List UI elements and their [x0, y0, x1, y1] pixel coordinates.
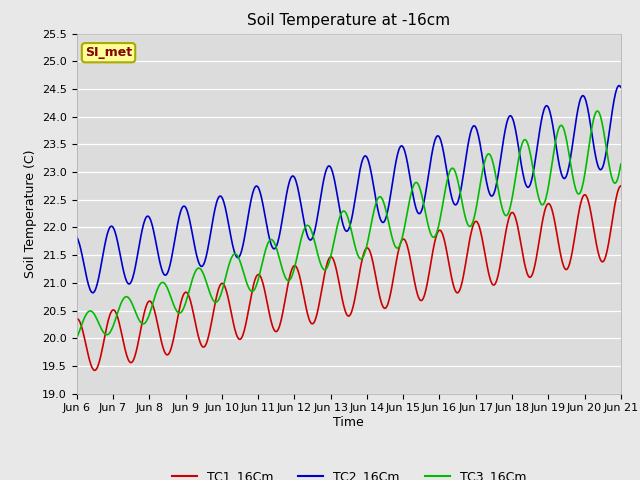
- TC2_16Cm: [404, 161, 412, 167]
- TC3_16Cm: [106, 329, 114, 335]
- X-axis label: Time: Time: [333, 416, 364, 429]
- TC2_16Cm: [88, 290, 96, 296]
- TC2_16Cm: [617, 84, 625, 90]
- TC1_16Cm: [73, 316, 81, 322]
- Line: TC2_16Cm: TC2_16Cm: [77, 85, 621, 293]
- TC3_16Cm: [486, 151, 493, 157]
- TC3_16Cm: [617, 161, 625, 167]
- TC1_16Cm: [390, 276, 397, 281]
- TC1_16Cm: [542, 204, 550, 210]
- TC2_16Cm: [542, 103, 550, 109]
- TC2_16Cm: [73, 235, 81, 240]
- TC2_16Cm: [390, 174, 397, 180]
- TC2_16Cm: [616, 83, 623, 88]
- Line: TC1_16Cm: TC1_16Cm: [77, 186, 621, 371]
- Line: TC3_16Cm: TC3_16Cm: [77, 111, 621, 338]
- Text: SI_met: SI_met: [85, 46, 132, 59]
- TC2_16Cm: [107, 224, 115, 229]
- TC3_16Cm: [419, 200, 427, 205]
- TC3_16Cm: [73, 335, 81, 341]
- TC1_16Cm: [617, 183, 625, 189]
- TC2_16Cm: [420, 199, 428, 204]
- TC3_16Cm: [541, 198, 549, 204]
- TC2_16Cm: [486, 192, 494, 197]
- TC1_16Cm: [404, 244, 412, 250]
- TC3_16Cm: [403, 211, 411, 216]
- TC1_16Cm: [486, 276, 494, 282]
- TC1_16Cm: [107, 310, 115, 315]
- TC1_16Cm: [91, 368, 99, 373]
- TC3_16Cm: [594, 108, 602, 114]
- Title: Soil Temperature at -16cm: Soil Temperature at -16cm: [247, 13, 451, 28]
- Y-axis label: Soil Temperature (C): Soil Temperature (C): [24, 149, 36, 278]
- TC1_16Cm: [420, 294, 428, 300]
- Legend: TC1_16Cm, TC2_16Cm, TC3_16Cm: TC1_16Cm, TC2_16Cm, TC3_16Cm: [166, 465, 531, 480]
- TC3_16Cm: [389, 237, 397, 242]
